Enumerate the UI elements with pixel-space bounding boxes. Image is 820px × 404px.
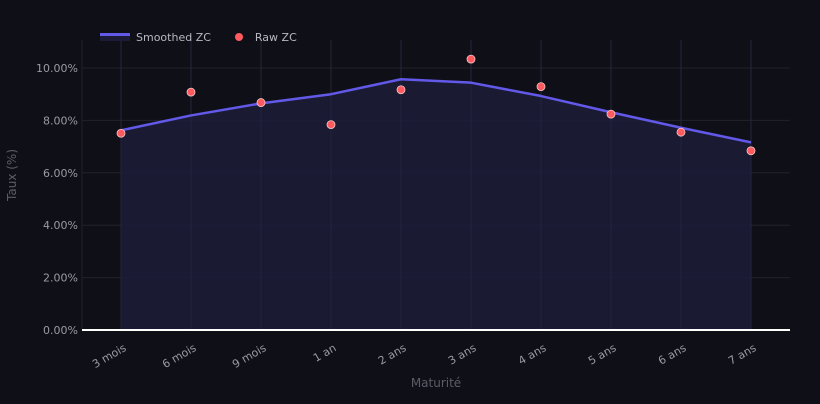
raw-zc-marker[interactable]	[256, 98, 266, 107]
raw-zc-marker[interactable]	[116, 128, 126, 138]
raw-zc-marker[interactable]	[536, 82, 546, 92]
x-tick-label: 1 an	[311, 341, 338, 364]
raw-zc-marker[interactable]	[466, 54, 476, 64]
raw-zc-marker[interactable]	[746, 146, 756, 156]
y-tick-label: 4.00%	[43, 219, 78, 232]
raw-zc-marker[interactable]	[326, 120, 336, 129]
x-tick-label: 3 mois	[90, 341, 129, 371]
x-tick-label: 9 mois	[230, 341, 269, 371]
x-tick-label: 6 ans	[656, 341, 689, 367]
legend-label: Raw ZC	[254, 30, 297, 44]
legend-dot-icon	[234, 33, 243, 41]
raw-zc-marker[interactable]	[606, 109, 616, 119]
x-tick-label: 4 ans	[516, 341, 549, 367]
x-tick-label: 2 ans	[376, 341, 409, 367]
legend-line-icon	[100, 33, 130, 41]
raw-zc-marker[interactable]	[186, 87, 196, 97]
y-tick-label: 10.00%	[36, 62, 78, 75]
x-axis-title: Maturité	[411, 376, 461, 390]
y-tick-label: 8.00%	[43, 114, 78, 127]
legend-label: Smoothed ZC	[136, 30, 211, 44]
y-tick-label: 2.00%	[43, 272, 78, 285]
smoothed-area	[121, 79, 751, 331]
y-tick-label: 0.00%	[43, 324, 78, 337]
legend-item-smoothed-zc[interactable]: Smoothed ZC	[100, 31, 211, 44]
smoothed-zc-line[interactable]	[120, 78, 752, 144]
y-axis-title: Taux (%)	[5, 149, 19, 202]
x-tick-label: 5 ans	[586, 341, 619, 367]
legend-item-raw-zc[interactable]: Raw ZC	[231, 31, 297, 44]
x-tick-label: 3 ans	[446, 341, 479, 367]
raw-zc-marker[interactable]	[396, 85, 406, 95]
y-tick-label: 6.00%	[43, 167, 78, 180]
raw-zc-marker[interactable]	[676, 127, 686, 137]
x-tick-label: 6 mois	[160, 341, 199, 371]
legend: Smoothed ZC Raw ZC	[100, 28, 317, 46]
x-tick-label: 7 ans	[726, 341, 759, 367]
